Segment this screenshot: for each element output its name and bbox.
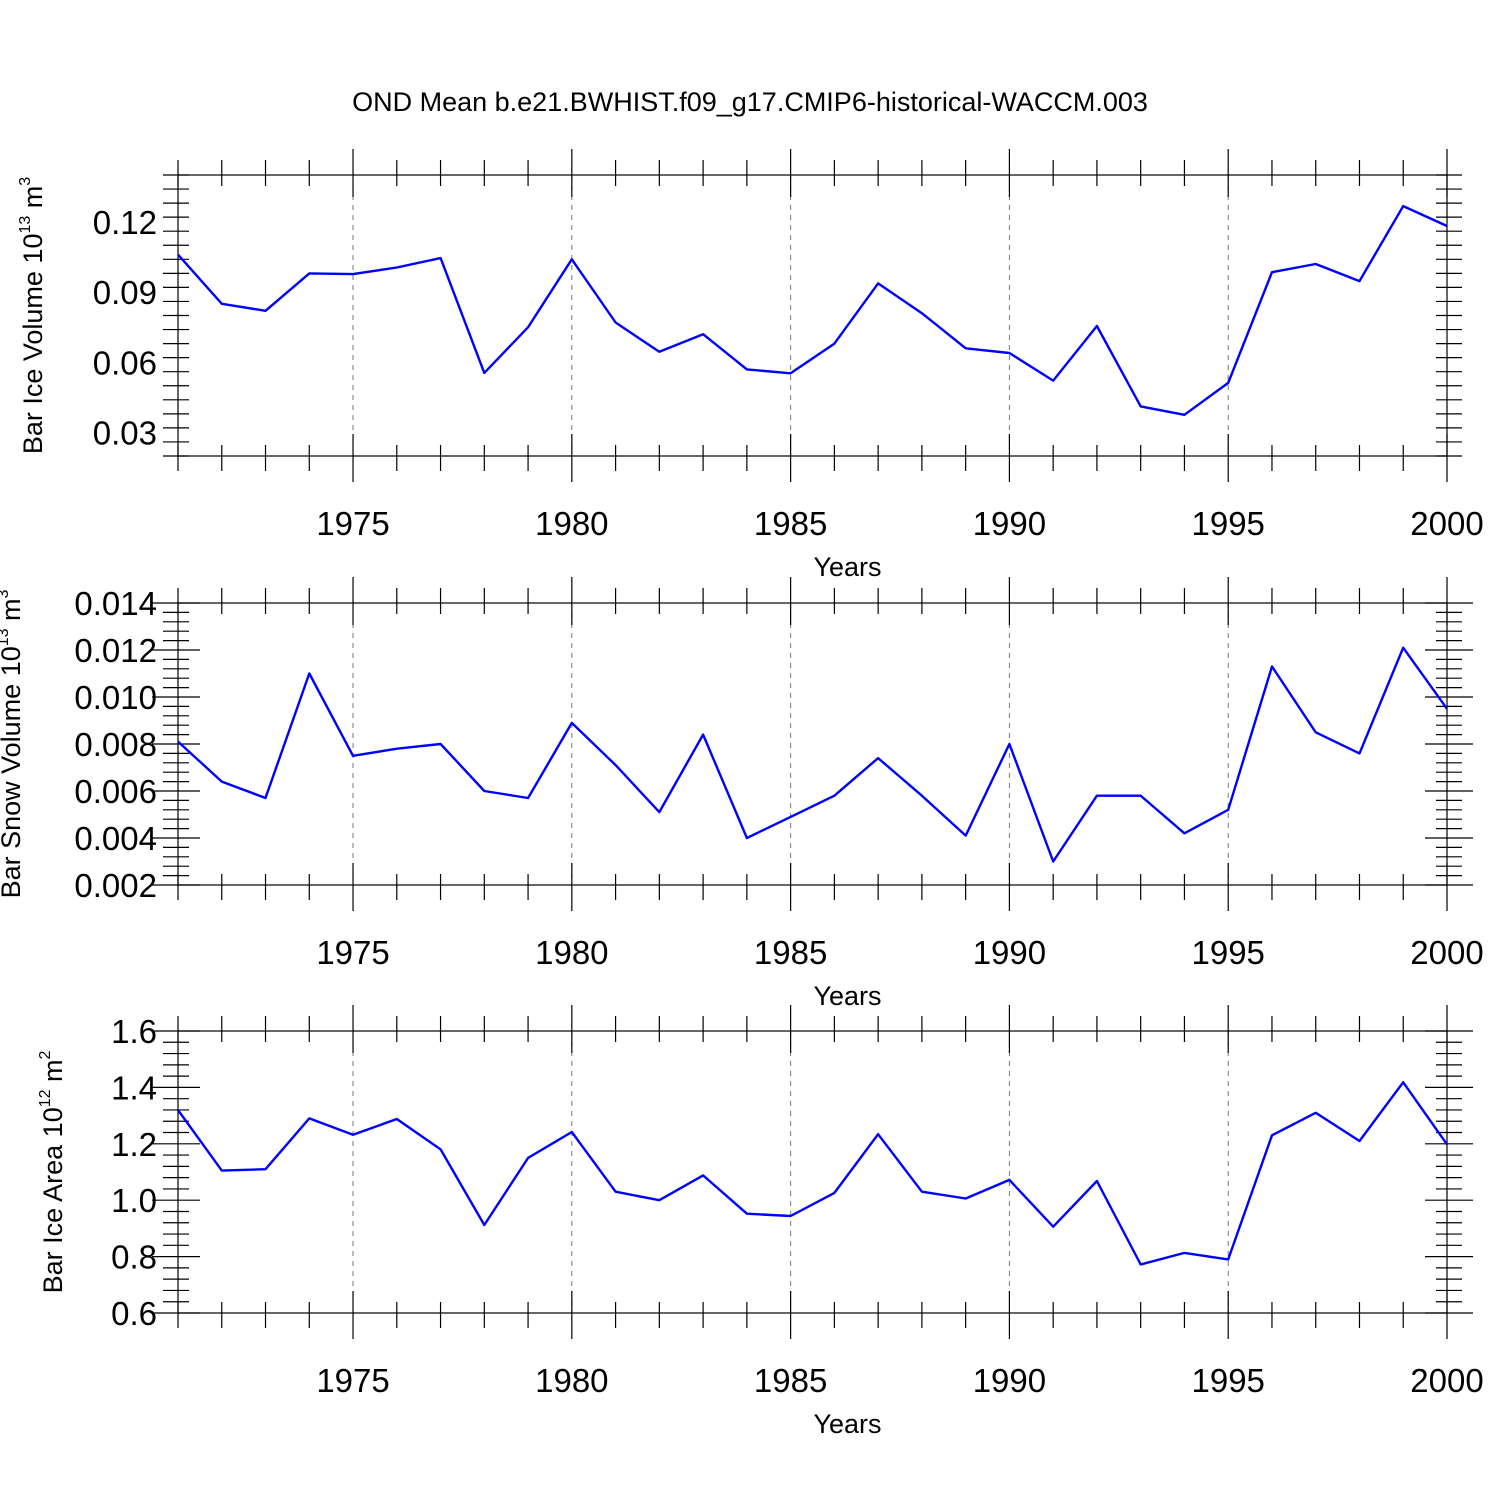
plot-frame xyxy=(177,174,1448,457)
x-tick-label: 1995 xyxy=(1191,505,1264,542)
plot-panel-1: 1975 1980 1985 1990 1995 2000 0.03 0.06 0.09 0.12… xyxy=(17,149,1484,582)
x-axis-label: Years xyxy=(813,1409,881,1439)
y-axis-label-exponent: 12 xyxy=(37,1089,54,1107)
y-tick-label: 1.6 xyxy=(111,1013,157,1050)
x-tick-label: 1990 xyxy=(973,505,1046,542)
x-axis-label: Years xyxy=(813,981,881,1011)
x-tick-label: 1995 xyxy=(1191,1362,1264,1399)
x-tick-label: 1985 xyxy=(754,505,827,542)
y-axis-label-main: Bar Snow Volume 10 xyxy=(0,646,26,898)
y-axis-label-unit-exponent: 3 xyxy=(17,177,34,186)
y-tick-label: 0.03 xyxy=(93,415,157,452)
x-tick-label: 1975 xyxy=(316,505,389,542)
x-tick-label: 2000 xyxy=(1410,505,1483,542)
figure-title: OND Mean b.e21.BWHIST.f09_g17.CMIP6-hist… xyxy=(352,87,1148,117)
y-axis-label-unit: m xyxy=(38,1059,68,1089)
y-axis-label-unit-exponent: 3 xyxy=(0,589,12,598)
x-tick-label: 1980 xyxy=(535,1362,608,1399)
plot-frame xyxy=(177,602,1448,886)
y-axis-label-main: Bar Ice Volume 10 xyxy=(18,234,48,455)
x-tick-label: 1985 xyxy=(754,1362,827,1399)
x-tick-label: 1985 xyxy=(754,934,827,971)
x-tick-label: 1975 xyxy=(316,1362,389,1399)
x-tick-label: 1995 xyxy=(1191,934,1264,971)
y-tick-label: 0.8 xyxy=(111,1239,157,1276)
y-tick-label: 0.09 xyxy=(93,274,157,311)
y-tick-label: 1.4 xyxy=(111,1069,157,1106)
plot-panel-2: 1975 1980 1985 1990 1995 2000 0.002 0.004 0.006 0… xyxy=(0,577,1484,1011)
y-tick-label: 0.004 xyxy=(74,820,157,857)
y-axis-label: Bar Ice Volume 1013 m3 xyxy=(17,177,48,454)
series-line xyxy=(177,1081,1448,1266)
y-tick-label: 0.6 xyxy=(111,1295,157,1332)
x-tick-label: 2000 xyxy=(1410,1362,1483,1399)
plot-panel-3: 1975 1980 1985 1990 1995 2000 0.6 0.8 1.0 1.2 1.4 1… xyxy=(37,1005,1484,1439)
plot-frame xyxy=(177,1030,1448,1314)
x-tick-label: 2000 xyxy=(1410,934,1483,971)
y-axis-label-unit: m xyxy=(18,186,48,216)
series-line xyxy=(177,204,1448,416)
series-line xyxy=(177,646,1448,863)
x-tick-label: 1980 xyxy=(535,934,608,971)
y-axis-label-exponent: 13 xyxy=(0,628,12,646)
y-tick-label: 1.0 xyxy=(111,1182,157,1219)
y-tick-label: 0.002 xyxy=(74,867,157,904)
y-axis-label-exponent: 13 xyxy=(17,216,34,234)
y-axis-label-main: Bar Ice Area 10 xyxy=(38,1107,68,1293)
y-axis-label-unit-exponent: 2 xyxy=(37,1050,54,1059)
y-tick-label: 0.12 xyxy=(93,204,157,241)
y-tick-label: 0.012 xyxy=(74,632,157,669)
y-tick-label: 0.06 xyxy=(93,344,157,381)
x-axis-label: Years xyxy=(813,552,881,582)
y-tick-label: 0.014 xyxy=(74,585,157,622)
x-tick-label: 1990 xyxy=(973,1362,1046,1399)
y-tick-label: 0.010 xyxy=(74,679,157,716)
y-axis-label: Bar Snow Volume 1013 m3 xyxy=(0,589,26,898)
y-axis-label-unit: m xyxy=(0,598,26,628)
x-tick-label: 1980 xyxy=(535,505,608,542)
y-axis-label: Bar Ice Area 1012 m2 xyxy=(37,1050,68,1293)
x-tick-label: 1990 xyxy=(973,934,1046,971)
y-tick-label: 0.008 xyxy=(74,726,157,763)
plot-panels: 1975 1980 1985 1990 1995 2000 0.03 0.06 0.09 0.12… xyxy=(0,149,1484,1439)
x-tick-label: 1975 xyxy=(316,934,389,971)
y-tick-label: 1.2 xyxy=(111,1126,157,1163)
y-tick-label: 0.006 xyxy=(74,773,157,810)
